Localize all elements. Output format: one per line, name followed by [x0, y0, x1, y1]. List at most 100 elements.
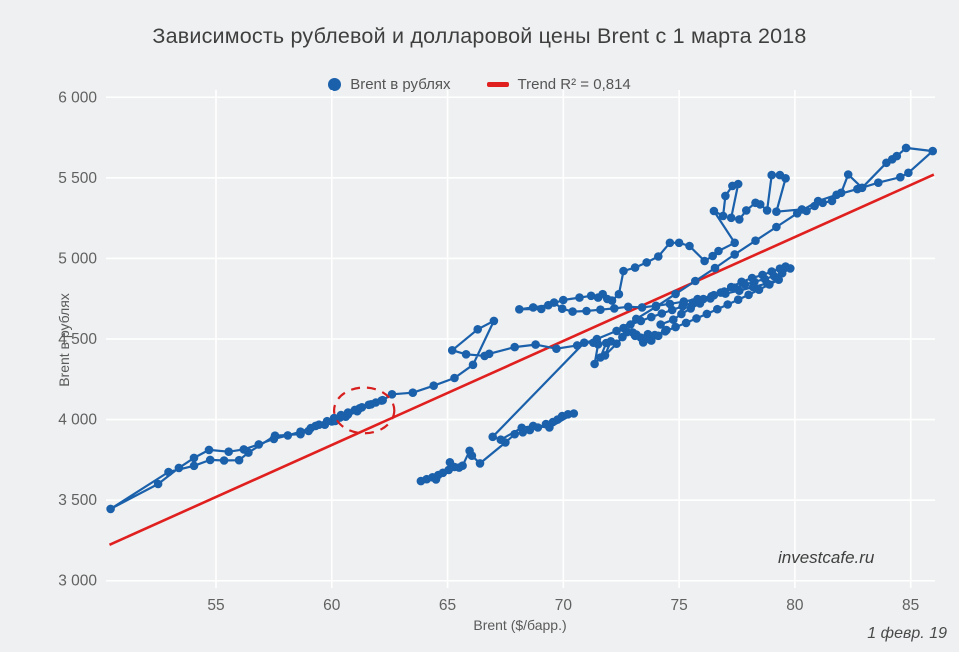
- legend-item-trend[interactable]: Trend R² = 0,814: [486, 76, 631, 93]
- data-point: [713, 304, 722, 314]
- data-point: [579, 338, 589, 348]
- data-point: [772, 222, 781, 232]
- data-point: [632, 314, 641, 324]
- legend-item-series[interactable]: Brent в рублях: [328, 76, 451, 93]
- data-point: [489, 316, 499, 326]
- data-point: [827, 196, 837, 206]
- data-point: [730, 238, 739, 248]
- data-point: [755, 200, 765, 209]
- data-point: [610, 304, 619, 313]
- data-point: [296, 427, 305, 437]
- data-point: [896, 172, 905, 182]
- series-line: [109, 146, 934, 510]
- data-point: [515, 305, 524, 314]
- data-point: [660, 327, 670, 336]
- data-point: [892, 151, 902, 161]
- data-point: [792, 209, 802, 218]
- data-point: [387, 390, 397, 399]
- data-point: [685, 241, 694, 251]
- data-point: [721, 191, 730, 201]
- data-point: [623, 302, 633, 312]
- data-point: [874, 178, 883, 187]
- data-point: [450, 373, 459, 383]
- data-point: [596, 305, 605, 315]
- data-point: [467, 451, 477, 461]
- data-point: [572, 341, 582, 350]
- data-point: [708, 251, 717, 261]
- data-point: [336, 410, 346, 420]
- data-point: [630, 263, 640, 272]
- data-point: [853, 184, 862, 194]
- data-point: [575, 293, 584, 302]
- data-point: [762, 206, 772, 215]
- data-point: [429, 381, 439, 391]
- data-point: [559, 295, 568, 305]
- data-point: [219, 456, 229, 465]
- data-point: [461, 350, 471, 359]
- data-point: [306, 423, 316, 433]
- data-point: [350, 405, 360, 415]
- data-point: [723, 300, 732, 309]
- data-point: [592, 334, 602, 344]
- data-point: [748, 282, 758, 292]
- data-point: [619, 266, 628, 276]
- data-point: [364, 400, 374, 410]
- data-point: [528, 303, 538, 312]
- data-point: [314, 420, 324, 430]
- data-point: [677, 309, 686, 319]
- y-tick-label: 3 000: [58, 573, 97, 590]
- data-point: [531, 340, 540, 349]
- data-point: [637, 303, 647, 312]
- data-point: [647, 312, 656, 322]
- data-point: [669, 315, 678, 325]
- data-point: [517, 423, 526, 433]
- y-tick-label: 4 500: [58, 331, 97, 348]
- data-point: [733, 295, 743, 305]
- data-point: [832, 190, 841, 200]
- x-tick-label: 60: [323, 597, 341, 614]
- data-point: [545, 423, 554, 432]
- data-point: [730, 250, 739, 259]
- highlight-ellipse: [332, 386, 396, 435]
- legend-series-label: Brent в рублях: [350, 76, 451, 93]
- data-point: [657, 309, 667, 318]
- data-point: [640, 334, 649, 344]
- data-point: [496, 435, 506, 445]
- data-point: [510, 429, 519, 439]
- data-point: [626, 320, 635, 329]
- y-tick-label: 5 500: [58, 170, 97, 187]
- x-axis-title: Brent ($/барр.): [473, 617, 567, 633]
- data-point: [408, 388, 418, 398]
- data-point: [707, 292, 716, 301]
- data-point: [802, 206, 811, 216]
- legend: Brent в рублях Trend R² = 0,814: [0, 76, 959, 93]
- data-point: [586, 291, 596, 301]
- data-point: [473, 325, 483, 334]
- data-point: [106, 504, 115, 514]
- data-point: [744, 290, 753, 300]
- x-tick-label: 55: [207, 597, 224, 614]
- data-point: [322, 416, 332, 426]
- data-point: [709, 206, 719, 216]
- data-point: [510, 342, 519, 352]
- data-point: [569, 409, 579, 418]
- data-point: [224, 447, 233, 457]
- data-point: [189, 453, 199, 463]
- data-point: [557, 304, 567, 314]
- data-point: [656, 320, 665, 329]
- trend-line-icon: [486, 82, 509, 87]
- x-tick-label: 70: [555, 597, 573, 614]
- data-point: [475, 459, 485, 468]
- data-point: [692, 314, 701, 323]
- data-point: [700, 256, 709, 266]
- y-tick-label: 4 000: [58, 412, 97, 429]
- x-tick-label: 75: [670, 597, 687, 614]
- data-point: [205, 455, 215, 465]
- data-point: [528, 421, 538, 431]
- data-point: [735, 286, 744, 296]
- data-point: [164, 467, 173, 477]
- legend-trend-label: Trend R² = 0,814: [517, 76, 631, 93]
- data-point: [568, 307, 577, 316]
- data-point: [488, 432, 498, 442]
